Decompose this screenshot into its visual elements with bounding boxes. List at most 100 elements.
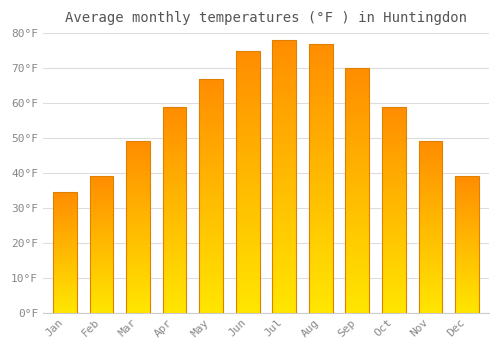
Bar — [382, 236, 406, 238]
Bar — [346, 166, 369, 168]
Bar — [309, 213, 332, 216]
Bar — [346, 163, 369, 166]
Bar — [272, 111, 296, 114]
Bar — [236, 200, 260, 203]
Bar — [162, 135, 186, 138]
Bar — [53, 225, 77, 226]
Bar — [236, 51, 260, 53]
Bar — [162, 160, 186, 162]
Bar — [199, 100, 223, 102]
Bar — [90, 182, 114, 183]
Bar — [309, 111, 332, 114]
Bar — [272, 223, 296, 225]
Bar — [272, 274, 296, 277]
Bar — [272, 158, 296, 160]
Bar — [455, 184, 479, 186]
Bar — [455, 289, 479, 291]
Bar — [236, 250, 260, 252]
Bar — [90, 224, 114, 225]
Bar — [346, 107, 369, 110]
Bar — [382, 280, 406, 282]
Bar — [309, 248, 332, 251]
Bar — [126, 227, 150, 229]
Bar — [90, 204, 114, 205]
Bar — [272, 89, 296, 92]
Bar — [236, 134, 260, 137]
Bar — [346, 85, 369, 88]
Bar — [126, 268, 150, 270]
Bar — [90, 220, 114, 221]
Bar — [418, 167, 442, 169]
Bar — [162, 129, 186, 131]
Bar — [346, 144, 369, 146]
Bar — [309, 296, 332, 299]
Bar — [272, 302, 296, 304]
Bar — [272, 304, 296, 307]
Bar — [309, 186, 332, 189]
Bar — [236, 305, 260, 307]
Bar — [236, 129, 260, 132]
Bar — [90, 187, 114, 189]
Bar — [455, 254, 479, 256]
Bar — [309, 132, 332, 135]
Bar — [236, 145, 260, 148]
Bar — [418, 263, 442, 265]
Bar — [418, 205, 442, 206]
Bar — [272, 133, 296, 135]
Bar — [346, 83, 369, 85]
Bar — [199, 158, 223, 161]
Bar — [418, 214, 442, 215]
Bar — [236, 237, 260, 239]
Bar — [90, 272, 114, 273]
Bar — [199, 266, 223, 268]
Bar — [53, 247, 77, 249]
Bar — [236, 216, 260, 218]
Bar — [346, 117, 369, 119]
Bar — [382, 296, 406, 298]
Bar — [418, 243, 442, 244]
Bar — [236, 284, 260, 286]
Bar — [126, 266, 150, 268]
Bar — [455, 215, 479, 216]
Bar — [346, 161, 369, 163]
Bar — [90, 257, 114, 258]
Bar — [53, 290, 77, 291]
Bar — [418, 278, 442, 280]
Bar — [382, 183, 406, 185]
Bar — [455, 300, 479, 302]
Bar — [418, 268, 442, 270]
Bar — [346, 141, 369, 144]
Bar — [272, 198, 296, 201]
Bar — [236, 51, 260, 313]
Bar — [199, 95, 223, 97]
Bar — [346, 132, 369, 134]
Bar — [382, 158, 406, 160]
Bar — [90, 179, 114, 181]
Bar — [126, 302, 150, 304]
Bar — [346, 195, 369, 198]
Bar — [53, 296, 77, 297]
Bar — [126, 239, 150, 241]
Bar — [272, 245, 296, 247]
Bar — [162, 177, 186, 179]
Bar — [418, 309, 442, 311]
Bar — [53, 269, 77, 271]
Bar — [418, 220, 442, 222]
Bar — [90, 221, 114, 223]
Bar — [382, 201, 406, 203]
Bar — [455, 306, 479, 307]
Bar — [199, 170, 223, 172]
Bar — [382, 247, 406, 249]
Bar — [199, 261, 223, 264]
Bar — [272, 250, 296, 253]
Bar — [346, 259, 369, 261]
Bar — [162, 249, 186, 251]
Bar — [455, 181, 479, 182]
Bar — [53, 246, 77, 247]
Bar — [309, 151, 332, 154]
Bar — [162, 203, 186, 205]
Bar — [346, 230, 369, 232]
Bar — [382, 240, 406, 243]
Bar — [272, 70, 296, 73]
Bar — [418, 222, 442, 224]
